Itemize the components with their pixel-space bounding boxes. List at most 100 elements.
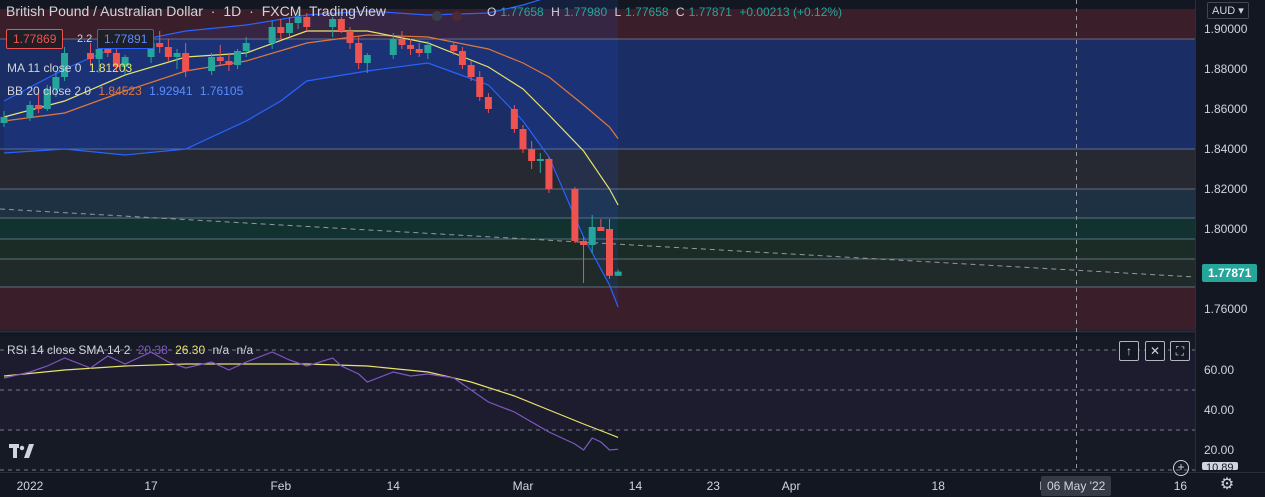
rsi-tick-label-0: 60.00 [1204, 363, 1234, 377]
candle-body-32 [398, 39, 406, 45]
crosshair-date-badge: 06 May '22 [1041, 476, 1112, 496]
candle-body-1 [26, 105, 34, 117]
price-tick-label-5: 1.80000 [1204, 222, 1248, 236]
exchange-label: FXCM [261, 3, 302, 19]
candle-body-25 [303, 17, 311, 27]
high-value: 1.77980 [563, 5, 608, 19]
last-price-badge: 1.77871 [1202, 264, 1258, 282]
price-zone-3 [0, 189, 1195, 218]
bb-lower-value: 1.76105 [199, 84, 244, 98]
candle-body-43 [528, 149, 536, 161]
maximize-icon[interactable]: ⛶ [1170, 341, 1190, 361]
candle-body-6 [87, 53, 94, 59]
rsi-extra-1: n/a [212, 343, 230, 357]
price-tick-label-6: 1.76000 [1204, 302, 1248, 316]
zoom-plus-icon[interactable]: + [1173, 460, 1189, 476]
tradingview-logo[interactable] [8, 440, 36, 462]
candle-body-11 [147, 43, 155, 57]
arrow-up-icon[interactable]: ↑ [1119, 341, 1139, 361]
rsi-sma-value: 26.30 [175, 343, 206, 357]
spread-value: 2.2 [77, 33, 93, 45]
ma-value: 1.81203 [88, 61, 133, 75]
rsi-legend[interactable]: RSI 14 close SMA 14 2 20.38 26.30 n/a n/… [7, 343, 257, 357]
chart-header: British Pound / Australian Dollar · 1D ·… [6, 3, 387, 19]
candle-body-17 [216, 57, 224, 61]
price-zone-5 [0, 239, 1195, 259]
dot-icon [452, 11, 463, 21]
candle-body-23 [285, 23, 293, 33]
candle-body-37 [458, 51, 466, 65]
candle-body-10 [121, 57, 129, 67]
candle-body-38 [467, 65, 475, 77]
close-icon[interactable]: ✕ [1145, 341, 1165, 361]
trend-line-path [0, 208, 1196, 278]
legend-dots [432, 8, 463, 26]
price-tick-label-2: 1.86000 [1204, 102, 1248, 116]
low-value: 1.77658 [625, 5, 669, 19]
ma-legend[interactable]: MA 11 close 0 1.81203 [7, 61, 136, 75]
candle-body-28 [346, 31, 354, 43]
change-value: +0.00213 (+0.12%) [739, 5, 843, 19]
time-tick-label-2: Feb [270, 479, 291, 493]
buy-button[interactable]: 1.77891 [97, 29, 155, 49]
ma-line [3, 30, 619, 206]
tradingview-logo-icon [9, 444, 34, 458]
candle-body-31 [389, 39, 397, 55]
price-tick-label-1: 1.88000 [1204, 62, 1248, 76]
time-tick-label-0: 2022 [17, 479, 44, 493]
candle-body-42 [519, 129, 527, 149]
candle-body-14 [173, 53, 181, 57]
rsi-extra-2: n/a [236, 343, 254, 357]
open-value: 1.77658 [500, 5, 544, 19]
candle-body-0 [0, 117, 8, 123]
interval-label[interactable]: 1D [223, 3, 242, 19]
price-zones [0, 9, 1195, 330]
settings-icon[interactable]: ⚙ [1219, 476, 1235, 493]
rsi-tick-label-1: 40.00 [1204, 403, 1234, 417]
candle-body-13 [164, 47, 172, 57]
candle-body-4 [52, 77, 60, 89]
rsi-tick-label-2: 20.00 [1204, 443, 1234, 457]
rsi-value: 20.38 [137, 343, 168, 357]
time-tick-label-8: 18 [932, 479, 946, 493]
candle-body-18 [225, 61, 233, 65]
time-tick-label-4: Mar [513, 479, 534, 493]
candle-body-49 [597, 227, 605, 231]
high-label: H [551, 5, 560, 19]
rsi-value-badge: 10.89 [1202, 462, 1238, 470]
candle-body-22 [277, 27, 285, 33]
candle-body-15 [182, 53, 190, 71]
candle-body-8 [104, 49, 112, 53]
candle-body-39 [476, 77, 484, 97]
currency-selector[interactable]: AUD ▾ [1207, 2, 1249, 19]
bb-label: BB 20 close 2 0 [7, 84, 92, 98]
candle-body-48 [588, 227, 596, 245]
bb-legend[interactable]: BB 20 close 2 0 1.84523 1.92941 1.76105 [7, 84, 247, 98]
candle-body-20 [242, 43, 250, 51]
time-tick-label-7: Apr [782, 479, 801, 493]
price-zone-7 [0, 287, 1195, 330]
candle-body-33 [407, 45, 415, 49]
sell-button[interactable]: 1.77869 [6, 29, 64, 49]
candle-body-36 [450, 45, 458, 51]
ohlc-legend: O 1.77658 H 1.77980 L 1.77658 C 1.77871 +0.0… [487, 5, 846, 19]
candle-body-30 [363, 55, 371, 63]
candle-body-21 [268, 27, 276, 43]
candle-body-35 [424, 45, 432, 53]
time-tick-label-3: 14 [387, 479, 401, 493]
time-tick-label-10: 16 [1174, 479, 1188, 493]
close-label: C [675, 5, 685, 19]
candle-body-3 [43, 89, 51, 109]
candle-body-41 [510, 109, 518, 129]
rsi-sma-line [3, 363, 619, 438]
candle-body-51 [614, 271, 622, 276]
trend-line [0, 208, 1196, 278]
symbol-name[interactable]: British Pound / Australian Dollar [6, 3, 203, 19]
bb-fill [4, 0, 619, 307]
candle-body-45 [545, 159, 553, 189]
price-tick-label-3: 1.84000 [1204, 142, 1248, 156]
price-zone-2 [0, 149, 1195, 189]
candle-body-44 [536, 159, 544, 161]
rsi-label: RSI 14 close SMA 14 2 [7, 343, 131, 357]
